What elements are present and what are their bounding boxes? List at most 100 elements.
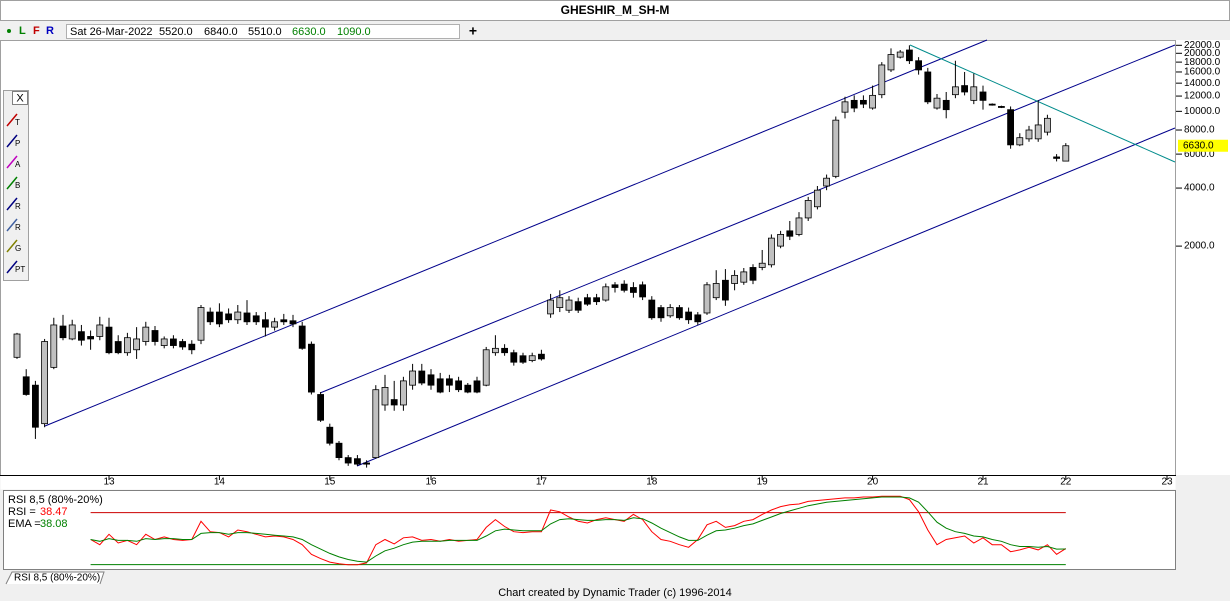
tool-label[interactable]: T [15,118,20,127]
candle-body [445,378,453,386]
candle-body [694,314,702,323]
candle-body [124,337,131,354]
status-dot [7,29,11,33]
candle-body [593,297,600,303]
candle-body [860,99,867,105]
candle-body [869,94,876,109]
tool-label[interactable]: G [15,244,21,253]
candle-body [979,91,987,101]
candle-body [887,54,895,71]
tool-icon[interactable] [6,155,18,169]
rsi-tab[interactable] [5,571,105,585]
candle-body [197,307,205,341]
footer: Chart created by Dynamic Trader (c) 1996… [498,587,732,599]
tool-icon[interactable] [6,113,18,127]
x-tick-label: 22 [1060,477,1072,488]
candle-body [206,311,214,323]
candle-body [501,347,509,354]
tool-close[interactable] [12,91,28,105]
candle-body [68,324,76,340]
indicator-readout: 38.47 [40,506,68,518]
x-tick-label: 23 [1161,477,1173,488]
candle-body [998,106,1005,108]
x-tick-label: 20 [867,477,879,488]
tool-label[interactable]: R [15,202,21,211]
candle-body [399,380,407,406]
candle-body [740,271,748,283]
tool-label[interactable]: PT [15,265,25,274]
candle-body [317,394,325,421]
candle-body [87,336,94,340]
tool-label[interactable]: B [15,181,20,190]
candle-body [602,286,610,301]
candle-body [768,237,775,266]
candle-body [611,284,619,288]
candle-body [786,230,794,237]
candle-body [455,380,463,391]
candle-body [436,378,444,393]
y-tick-label: 12000.0 [1184,91,1221,102]
candle-body [105,326,113,354]
candle-body [666,307,674,317]
candle-body [409,370,417,386]
toolbar-button[interactable]: R [46,25,54,37]
candle-body [261,319,269,328]
candle-body [795,217,803,235]
candle-body [639,284,646,298]
candle-body [547,299,554,315]
quote-box [66,24,460,39]
toolbar-button[interactable]: L [19,25,26,37]
x-tick-label: 13 [103,477,115,488]
candle-body [298,325,306,349]
trend-line [909,44,1176,163]
quote-open: 5520.0 [159,26,193,38]
tool-palette [3,90,29,281]
candle-body [841,101,849,113]
candle-body [584,297,591,305]
candle-body [188,343,196,351]
tool-icon[interactable] [6,260,18,274]
tool-label[interactable]: P [15,139,20,148]
candle-body [41,341,48,425]
candle-body [777,234,784,247]
candle-body [13,333,21,358]
quote-low: 5510.0 [248,26,282,38]
candle-body [970,86,978,101]
tool-icon[interactable] [6,134,18,148]
candle-body [685,311,692,321]
price-plot [0,40,1176,476]
candle-body [32,384,39,428]
price-marker [1178,139,1228,152]
candle-body [823,177,830,187]
candle-body [169,338,177,346]
tool-icon[interactable] [6,239,18,253]
tool-close-label[interactable]: X [16,92,24,104]
tool-icon[interactable] [6,218,18,232]
indicator-readout: 38.08 [40,518,68,530]
tool-label[interactable]: A [15,160,21,169]
candle-body [243,312,251,323]
candle-body [924,71,932,103]
y-tick-label: 16000.0 [1184,67,1221,78]
channel-line [356,127,1176,467]
channel-line [319,44,1176,394]
tool-icon[interactable] [6,176,18,190]
tool-label[interactable]: R [15,223,21,232]
rsi-tab-label[interactable]: RSI 8,5 (80%-20%) [14,573,100,584]
candle-body [915,60,922,71]
candle-body [1062,145,1070,162]
candle-body [814,189,821,208]
quote-close: 6630.0 [292,26,326,38]
quote-high: 6840.0 [204,26,238,38]
candle-body [160,338,168,346]
add-button[interactable]: + [469,23,477,39]
candle-body [142,326,150,342]
tool-icon[interactable] [6,197,18,211]
candle-body [804,200,812,219]
candle-body [758,262,766,268]
quote-change: 1090.0 [337,26,371,38]
candle-body [363,462,371,465]
candle-body [418,370,426,384]
x-axis-bg [0,475,1176,490]
toolbar-button[interactable]: F [33,25,40,37]
